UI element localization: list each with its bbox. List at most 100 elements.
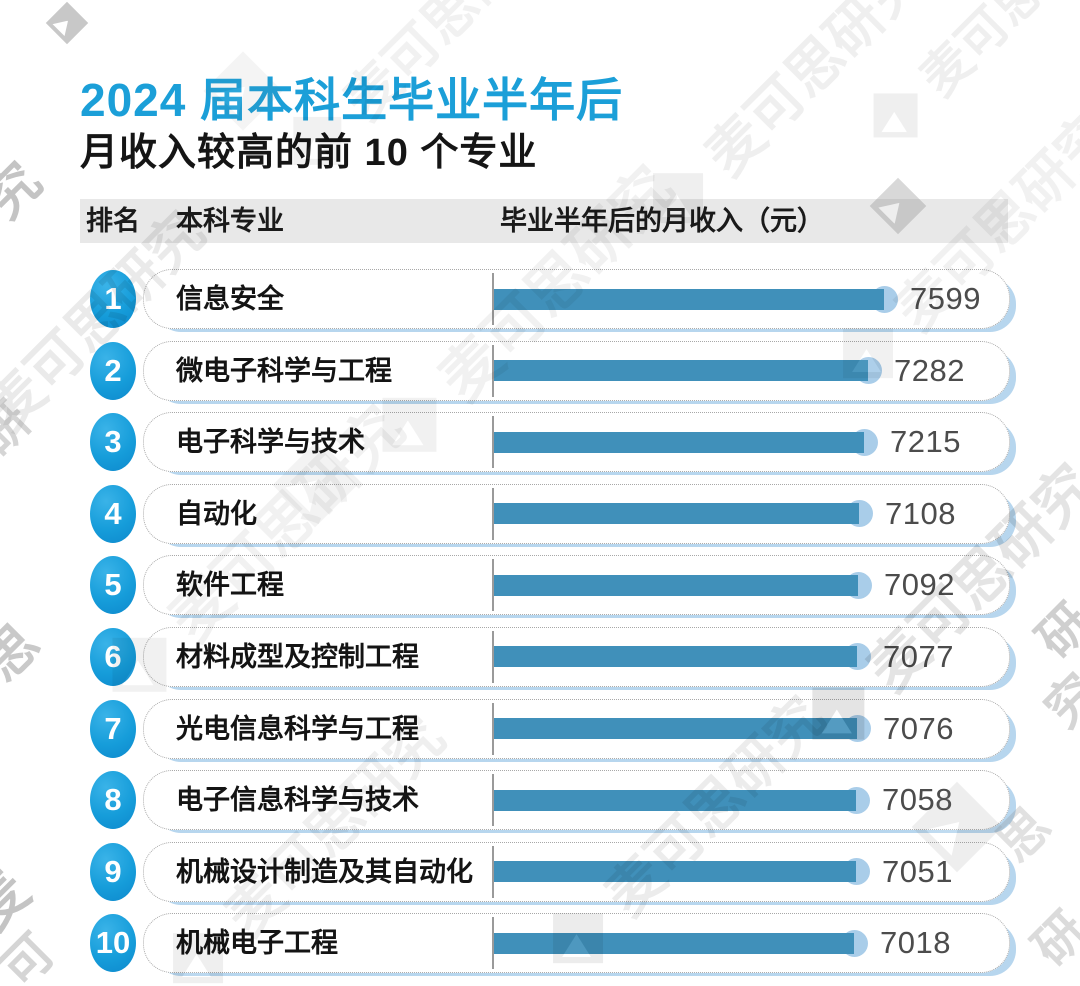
major-name: 机械电子工程 [176, 928, 338, 959]
rank-badge: 2 [90, 341, 136, 400]
ranking-row: 10 机械电子工程 7018 [0, 913, 1080, 974]
ranking-row: 2 微电子科学与工程 7282 [0, 340, 1080, 401]
bar-baseline [492, 774, 494, 827]
ranking-row: 3 电子科学与技术 7215 [0, 412, 1080, 473]
rank-badge: 4 [90, 484, 136, 543]
rank-number: 8 [104, 782, 122, 818]
bar-baseline [492, 273, 494, 325]
ranking-row: 9 机械设计制造及其自动化 7051 [0, 841, 1080, 902]
ranking-rows: 1 信息安全 7599 2 微电子科学与工程 7282 [0, 269, 1080, 985]
major-name: 材料成型及控制工程 [176, 641, 419, 672]
income-value: 7077 [883, 638, 954, 674]
rank-number: 2 [104, 352, 122, 388]
income-bar [494, 503, 859, 525]
bar-baseline [492, 702, 494, 755]
income-bar [494, 288, 884, 310]
ranking-row: 5 软件工程 7092 [0, 555, 1080, 616]
bar-track: 7058 [494, 771, 953, 829]
major-name: 微电子科学与工程 [176, 355, 392, 386]
major-name: 软件工程 [176, 570, 284, 601]
bar-track: 7076 [494, 700, 954, 758]
rank-badge: 1 [90, 270, 136, 328]
rank-badge: 8 [90, 771, 136, 830]
bar-track: 7051 [494, 843, 953, 901]
income-bar [494, 932, 854, 954]
ranking-row: 4 自动化 7108 [0, 483, 1080, 544]
bar-track: 7215 [494, 413, 961, 471]
bar-baseline [492, 845, 494, 898]
income-bar [494, 718, 857, 740]
rank-badge: 6 [90, 627, 136, 686]
major-name: 自动化 [176, 498, 257, 529]
watermark-text: 麦可思研究 [902, 0, 1080, 109]
rank-number: 5 [104, 567, 122, 603]
bar-track: 7018 [494, 914, 951, 972]
watermark-fragment: 究 [0, 152, 53, 231]
income-value: 7215 [890, 424, 961, 460]
income-value: 7018 [880, 925, 951, 961]
bar-baseline [492, 559, 494, 612]
bar-track: 7282 [494, 342, 965, 400]
income-bar [494, 789, 856, 811]
ranking-row: 7 光电信息科学与工程 7076 [0, 698, 1080, 759]
watermark-text: 麦可思研究 [693, 0, 937, 188]
bar-track: 7108 [494, 485, 956, 543]
ranking-row: 1 信息安全 7599 [0, 269, 1080, 329]
bar-baseline [492, 917, 494, 970]
rank-number: 1 [104, 281, 122, 316]
bar-baseline [492, 630, 494, 683]
bar-track: 7077 [494, 628, 954, 686]
major-card: 机械设计制造及其自动化 7051 [143, 841, 1010, 902]
income-value: 7076 [883, 710, 954, 746]
income-bar [494, 861, 856, 883]
rank-number: 3 [104, 424, 122, 460]
rank-number: 10 [95, 925, 131, 961]
major-card: 机械电子工程 7018 [143, 913, 1010, 974]
major-card: 电子科学与技术 7215 [143, 412, 1010, 473]
major-card: 材料成型及控制工程 7077 [143, 626, 1010, 687]
income-value: 7599 [910, 281, 981, 316]
rank-badge: 3 [90, 413, 136, 472]
major-card: 电子信息科学与技术 7058 [143, 770, 1010, 831]
rank-badge: 10 [90, 914, 136, 973]
table-header-strip: 排名 本科专业 毕业半年后的月收入（元） [80, 199, 1008, 243]
rank-number: 4 [104, 495, 122, 531]
major-card: 信息安全 7599 [143, 269, 1010, 329]
income-bar [494, 360, 868, 382]
major-name: 电子科学与技术 [176, 427, 365, 458]
rank-number: 6 [104, 638, 122, 674]
major-card: 软件工程 7092 [143, 555, 1010, 616]
rank-badge: 5 [90, 556, 136, 615]
rank-badge: 7 [90, 699, 136, 758]
ranking-row: 6 材料成型及控制工程 7077 [0, 626, 1080, 687]
income-value: 7058 [882, 782, 953, 818]
bar-baseline [492, 487, 494, 540]
income-bar [494, 646, 857, 668]
bar-track: 7092 [494, 556, 955, 614]
rank-badge: 9 [90, 842, 136, 901]
major-name: 信息安全 [176, 284, 284, 314]
page-title: 2024 届本科生毕业半年后 [80, 74, 624, 126]
major-name: 机械设计制造及其自动化 [176, 856, 473, 887]
rank-number: 9 [104, 853, 122, 889]
major-name: 电子信息科学与技术 [176, 785, 419, 816]
income-value: 7051 [882, 853, 953, 889]
mycos-logo-icon [873, 93, 918, 138]
income-bar [494, 431, 864, 453]
income-value: 7092 [884, 567, 955, 603]
watermark-stamp: 麦可思研究 [855, 0, 1080, 156]
page-subtitle: 月收入较高的前 10 个专业 [80, 132, 538, 174]
column-header-major: 本科专业 [176, 206, 284, 236]
income-bar [494, 574, 858, 596]
income-value: 7282 [894, 352, 965, 388]
rank-number: 7 [104, 710, 122, 746]
column-header-income: 毕业半年后的月收入（元） [500, 206, 824, 236]
income-value: 7108 [885, 495, 956, 531]
bar-baseline [492, 416, 494, 469]
major-card: 微电子科学与工程 7282 [143, 340, 1010, 401]
ranking-row: 8 电子信息科学与技术 7058 [0, 770, 1080, 831]
major-card: 光电信息科学与工程 7076 [143, 698, 1010, 759]
bar-baseline [492, 344, 494, 397]
column-header-rank: 排名 [86, 206, 140, 236]
